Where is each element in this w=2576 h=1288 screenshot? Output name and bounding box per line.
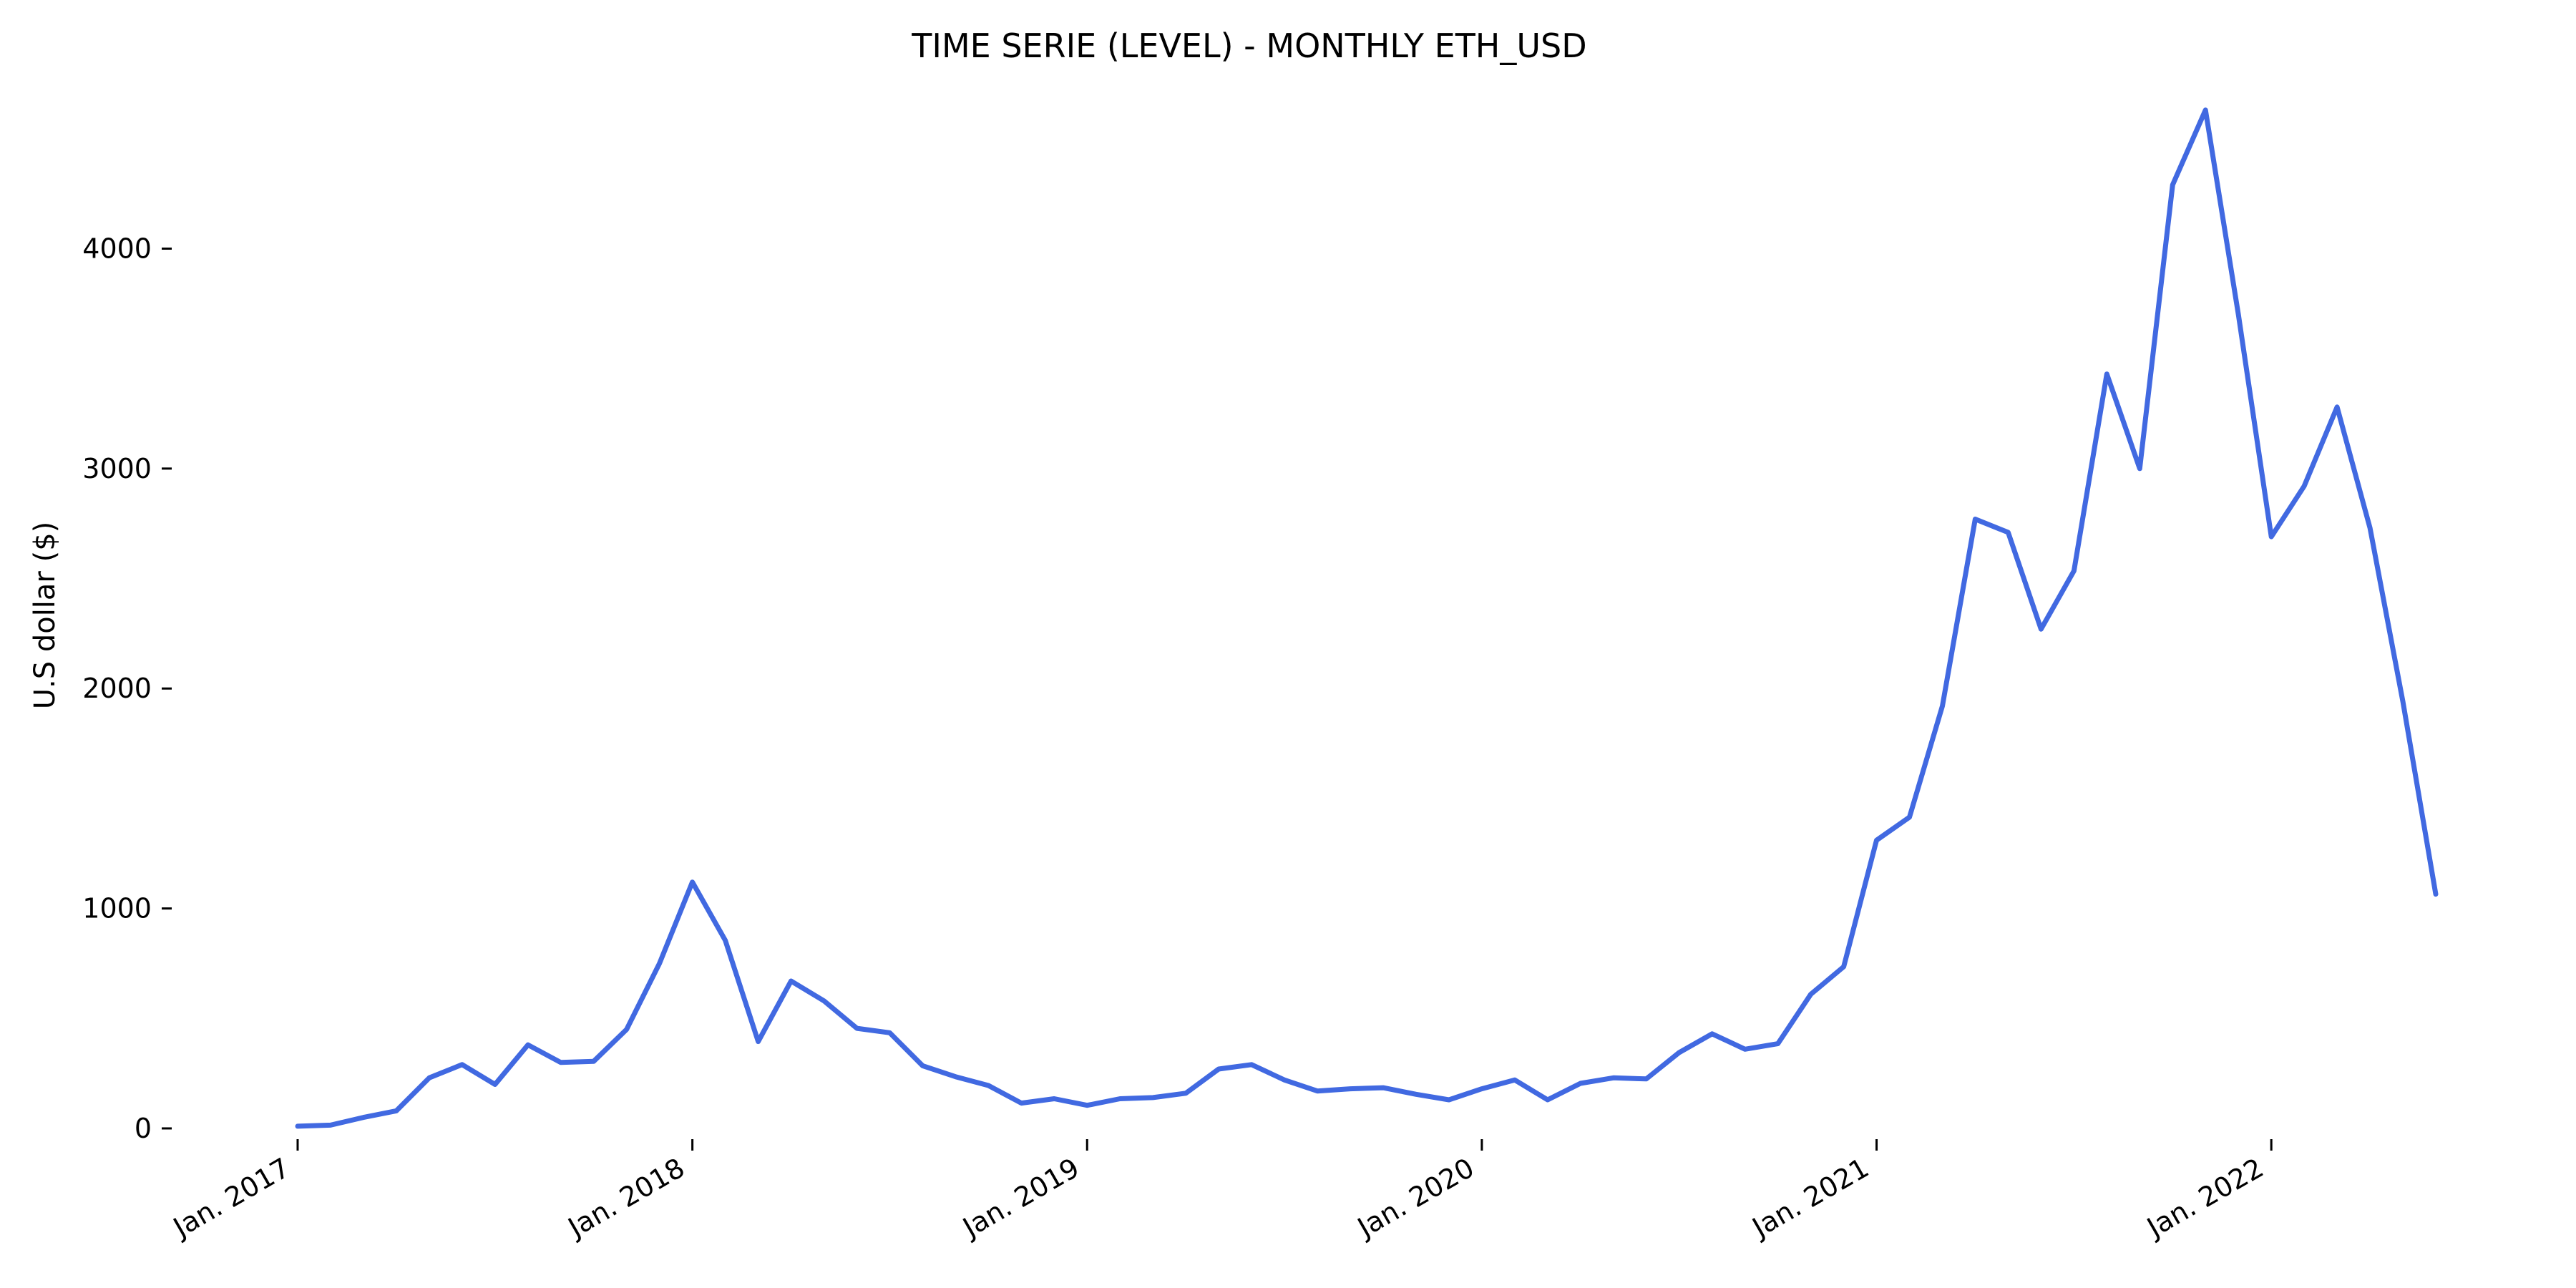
chart-title: TIME SERIE (LEVEL) - MONTHLY ETH_USD (911, 26, 1586, 65)
series-line (295, 107, 2439, 1129)
y-axis: 0 1000 2000 3000 4000 (82, 233, 172, 1144)
y-axis-label: U.S dollar ($) (29, 522, 62, 710)
series-group (295, 107, 2439, 1129)
x-axis: Jan. 2017 Jan. 2018 Jan. 2019 Jan. 2020 Jan.… (167, 1139, 2273, 1244)
y-tick-label: 0 (135, 1113, 152, 1144)
x-tick-label: Jan. 2017 (167, 1152, 295, 1244)
x-tick-label: Jan. 2018 (562, 1152, 690, 1244)
x-tick-label: Jan. 2019 (957, 1152, 1085, 1244)
y-tick-label: 3000 (82, 453, 152, 484)
y-tick-label: 4000 (82, 233, 152, 264)
y-tick-label: 2000 (82, 673, 152, 704)
x-tick-label: Jan. 2020 (1351, 1152, 1479, 1244)
x-tick-label: Jan. 2021 (1746, 1152, 1874, 1244)
x-tick-label: Jan. 2022 (2141, 1152, 2269, 1244)
y-tick-label: 1000 (82, 893, 152, 924)
